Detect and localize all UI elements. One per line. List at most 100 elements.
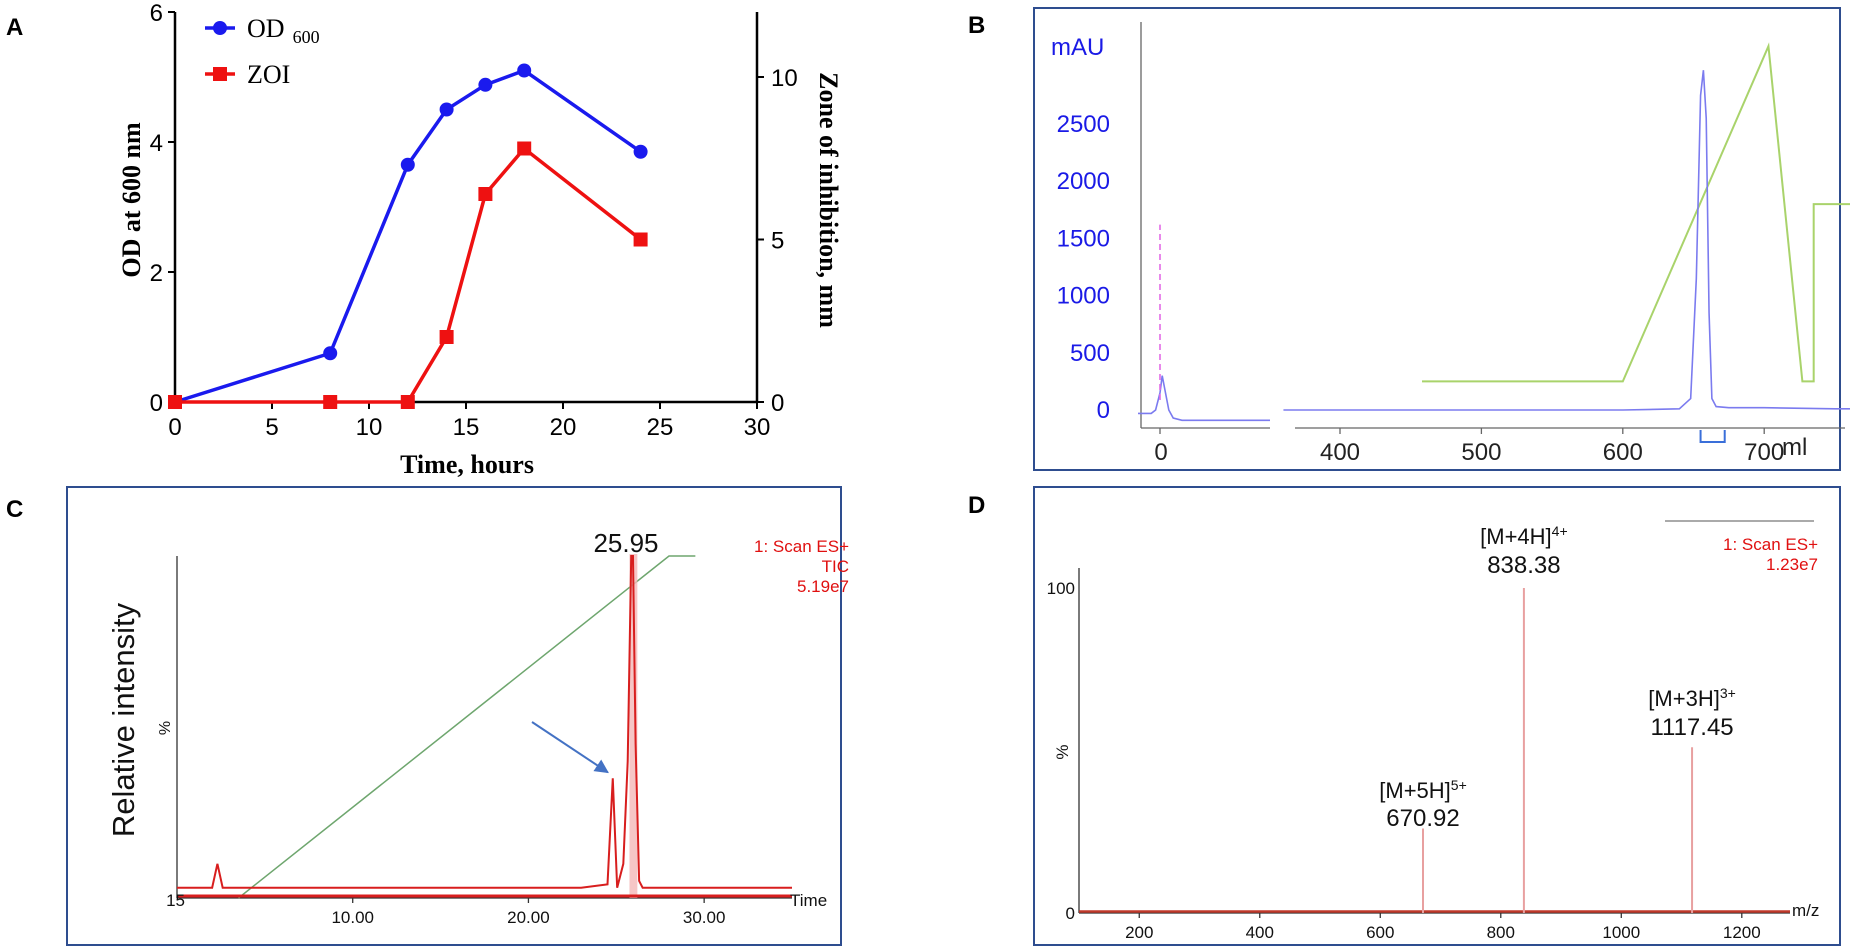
panel-a-y2-axis-title: Zone of inhibition, mm (814, 72, 843, 328)
panel-label-a: A (6, 14, 23, 41)
panel-a-y-axis-title: OD at 600 nm (117, 122, 146, 278)
panel-a-od-point (517, 63, 532, 78)
panel-a-x-tick-label: 15 (453, 414, 480, 441)
panel-b-frame (1033, 7, 1841, 471)
panel-a-x-axis-title: Time, hours (400, 450, 534, 479)
panel-d-x-tick-label: 1000 (1602, 923, 1640, 942)
panel-a-zoi-point (633, 232, 648, 247)
panel-b-y-tick-label: 1000 (1057, 283, 1110, 310)
panel-b-y-tick-label: 2000 (1057, 168, 1110, 195)
panel-d-x-tick-label: 600 (1366, 923, 1394, 942)
panel-a-zoi-point (439, 330, 454, 344)
panel-label-b: B (968, 12, 985, 39)
panel-a-zoi-point (323, 395, 338, 409)
panel-b-y-tick-label: 0 (1097, 397, 1110, 424)
panel-d-x-tick-label: 200 (1125, 923, 1153, 942)
panel-a-x-tick-label: 30 (744, 414, 771, 441)
panel-d-x-tick-label: 800 (1487, 923, 1515, 942)
panel-a-od-point (633, 144, 648, 159)
panel-d-peak-mz-label: 838.38 (1487, 552, 1560, 579)
panel-b-x-tick-label: 0 (1154, 439, 1167, 466)
panel-a-legend-marker-zoi (213, 67, 227, 81)
panel-a-y-tick-label: 4 (150, 130, 163, 157)
panel-a-series-line (175, 146, 642, 404)
panel-a-zoi-point (400, 395, 415, 409)
panel-c-plot (177, 554, 792, 899)
panel-d: D 200 400 600 800 1000 1200 0 100 [M+5H]5+670.9… (968, 486, 1841, 946)
panel-a-legend-label: OD 600 (247, 14, 320, 47)
panel-c-y-axis-percent: % (157, 721, 174, 735)
panel-d-scan-line-1: 1: Scan ES+ (1723, 535, 1818, 554)
panel-c-x-tick-label: 20.00 (507, 908, 550, 927)
panel-c-gradient-line (238, 555, 696, 899)
panel-d-peak-mz-label: 1117.45 (1650, 714, 1733, 741)
panel-a-y-tick-label: 2 (150, 260, 163, 287)
panel-b-uv-trace-right (1283, 70, 1850, 411)
panel-a-x-tick-label: 25 (647, 414, 674, 441)
panel-d-y-axis-title: % (1053, 744, 1072, 759)
panel-b-uv-trace-left (1138, 375, 1270, 422)
panel-a-x-tick-label: 20 (550, 414, 577, 441)
panel-d-x-axis-title: m/z (1792, 901, 1819, 920)
panel-a-y-tick-label: 0 (150, 390, 163, 417)
panel-b-x-tick-label: 700 (1744, 439, 1784, 466)
panel-d-peak-ion-label: [M+3H]3+ (1648, 685, 1736, 711)
panel-d-y-tick-label: 100 (1047, 579, 1075, 598)
panel-label-c: C (6, 496, 23, 523)
panel-b-gradient-line (1422, 42, 1850, 383)
panel-c-scan-line-2: TIC (822, 557, 849, 576)
panel-a-x-tick-label: 10 (356, 414, 383, 441)
panel-c-peak-highlight (629, 554, 638, 898)
panel-d-y-tick-label: 0 (1066, 904, 1075, 923)
panel-a-zoi-point (478, 187, 493, 201)
panel-a-zoi-point (168, 395, 182, 409)
panel-a-legend-subscript: 600 (293, 27, 320, 47)
panel-d-x-tick-label: 400 (1246, 923, 1274, 942)
panel-b-fraction-bracket (1699, 430, 1726, 443)
panel-b-plot (1138, 42, 1850, 443)
panel-a-y2-tick-label: 5 (771, 228, 784, 255)
panel-d-frame (1033, 486, 1841, 946)
panel-b-x-tick-label: 400 (1320, 439, 1360, 466)
panel-d-peak-charge: 5+ (1451, 777, 1467, 793)
panel-c-frame (66, 486, 842, 946)
panel-a-y2-tick-label: 10 (771, 65, 798, 92)
panel-c-tic-trace (177, 555, 792, 889)
panel-b-y-tick-label: 500 (1070, 340, 1110, 367)
panel-d-x-tick-label: 1200 (1723, 923, 1761, 942)
panel-c-x-tick-label: 10.00 (331, 908, 374, 927)
panel-a-plot (168, 63, 648, 409)
panel-a-legend-marker-od (213, 21, 227, 35)
panel-d-axes: 200 400 600 800 1000 1200 0 100 (1047, 568, 1790, 942)
panel-d-scan-line-2: 1.23e7 (1766, 555, 1818, 574)
panel-d-peak-charge: 3+ (1720, 685, 1736, 701)
panel-a-x-tick-label: 0 (168, 414, 181, 441)
panel-c-peak-label: 25.95 (593, 528, 658, 558)
panel-d-plot: [M+5H]5+670.92 [M+4H]4+ 838.38 [M+3H]3+ 1117… (1079, 523, 1790, 913)
panel-c-x-tick-label: 30.00 (683, 908, 726, 927)
panel-c-annotation-arrow (531, 721, 609, 774)
panel-b-x-tick-label: 500 (1461, 439, 1501, 466)
panel-a-y2-tick-label: 0 (771, 390, 784, 417)
panel-d-peak-charge: 4+ (1552, 523, 1568, 539)
panel-b-y-axis-title: mAU (1051, 34, 1104, 61)
panel-a-od-point (439, 102, 454, 117)
panel-a-zoi-point (517, 141, 532, 156)
panel-b-y-tick-label: 2500 (1057, 111, 1110, 138)
panel-a-od-point (323, 346, 338, 361)
panel-a-series-line (174, 68, 642, 404)
panel-b-x-axis-title: ml (1782, 434, 1807, 461)
panel-a-y-tick-label: 6 (150, 0, 163, 27)
panel-d-peak-ion-label: [M+4H]4+ (1480, 523, 1568, 549)
panel-label-d: D (968, 492, 985, 519)
panel-c-y-min-label: 15 (166, 891, 185, 910)
panel-b-x-tick-label: 600 (1603, 439, 1643, 466)
panel-d-peak-mz-label: 670.92 (1386, 805, 1459, 832)
panel-c-scan-line-1: 1: Scan ES+ (754, 537, 849, 556)
panel-a-od-point (478, 77, 493, 92)
panel-c-x-axis-title: Time (790, 891, 827, 910)
